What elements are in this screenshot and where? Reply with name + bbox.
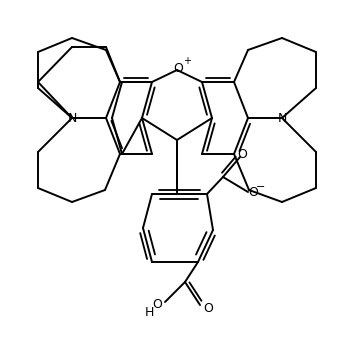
Text: −: − — [256, 182, 266, 192]
Text: O: O — [173, 62, 183, 75]
Text: O: O — [203, 302, 213, 314]
Text: O: O — [152, 298, 162, 312]
Text: O: O — [237, 149, 247, 162]
Text: N: N — [67, 112, 77, 125]
Text: H: H — [144, 306, 154, 319]
Text: O: O — [248, 186, 258, 199]
Text: +: + — [183, 56, 191, 66]
Text: N: N — [277, 112, 287, 125]
